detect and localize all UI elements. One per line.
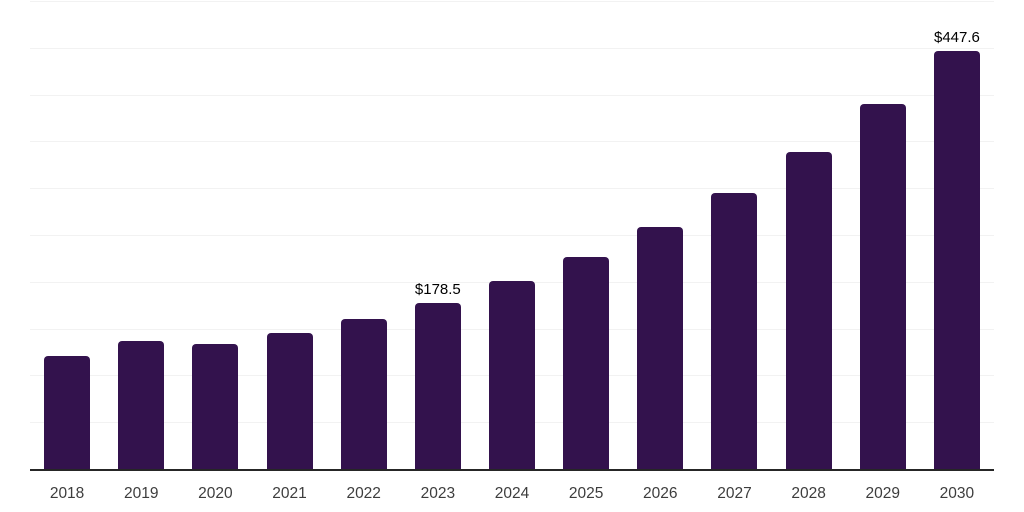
gridline — [30, 1, 994, 2]
x-axis-tick-label-2021: 2021 — [272, 485, 307, 502]
gridline — [30, 141, 994, 143]
x-axis-labels: 2018 2019 2020 2021 2022 2023 2024 2025 2026 2027… — [30, 483, 994, 507]
x-axis-line — [30, 469, 994, 471]
gridline — [30, 188, 994, 190]
bar-2030 — [933, 51, 980, 470]
bar-2024 — [489, 280, 535, 470]
x-axis-tick-label-2023: 2023 — [420, 485, 456, 502]
x-axis-tick-label-2024: 2024 — [494, 485, 530, 502]
gridline — [30, 94, 994, 96]
bar-2020 — [192, 344, 239, 470]
x-axis-tick-label-2030: 2030 — [939, 485, 975, 502]
bar-2027 — [711, 192, 758, 470]
bar-2029 — [859, 103, 906, 470]
bar-2021 — [266, 332, 313, 470]
x-axis-tick-label-2027: 2027 — [717, 485, 752, 502]
bar-2022 — [340, 319, 387, 470]
gridline — [30, 47, 994, 49]
x-axis-tick-label-2028: 2028 — [791, 485, 826, 502]
gridline — [30, 235, 994, 236]
bar-2018 — [44, 356, 91, 470]
x-axis-tick-label-2022: 2022 — [346, 485, 381, 502]
x-axis-tick-label-2020: 2020 — [198, 485, 233, 502]
x-axis-tick-label-2025: 2025 — [568, 485, 604, 502]
bar-2025 — [563, 257, 610, 470]
plot-area: $178.5 $447.6 — [30, 1, 994, 470]
x-axis-tick-label-2029: 2029 — [865, 485, 901, 502]
bar-value-label-2023: $178.5 — [414, 280, 461, 298]
bar-2028 — [785, 152, 832, 470]
bar-2023 — [414, 302, 461, 470]
x-axis-tick-label-2018: 2018 — [49, 485, 85, 502]
bar-value-label-2030: $447.6 — [933, 29, 980, 47]
bar-2026 — [637, 227, 684, 470]
bar-2019 — [118, 341, 165, 470]
x-axis-tick-label-2019: 2019 — [123, 485, 159, 502]
x-axis-tick-label-2026: 2026 — [643, 485, 678, 502]
